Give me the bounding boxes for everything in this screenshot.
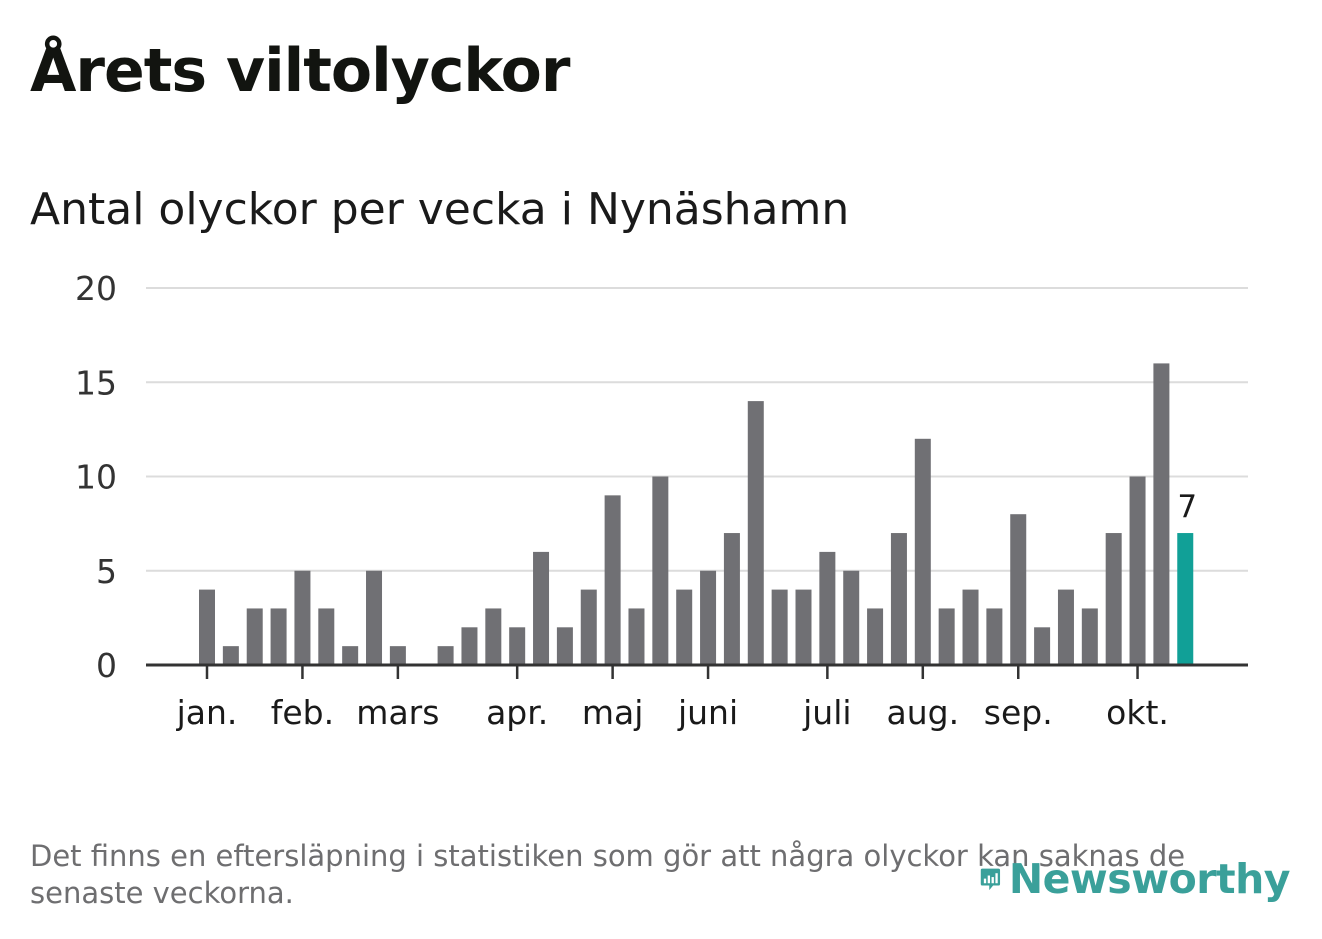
footnote: Det finns en eftersläpning i statistiken… — [30, 839, 1186, 910]
bar — [342, 646, 359, 665]
x-tick-label: maj — [582, 693, 644, 732]
bar — [1034, 627, 1051, 665]
bar — [843, 570, 860, 665]
x-tick-label: apr. — [486, 693, 548, 732]
bar — [795, 589, 812, 665]
bar — [461, 627, 478, 665]
bar-chart: 0 5 10 15 20 jan. feb. mars apr. maj juni juli aug.… — [75, 269, 1248, 732]
bar — [366, 570, 383, 665]
x-tick-label: sep. — [984, 693, 1053, 732]
data-label: 7 — [1177, 489, 1197, 525]
bar — [986, 608, 1003, 665]
bar — [389, 646, 406, 665]
y-axis: 0 5 10 15 20 — [75, 269, 117, 685]
bars — [199, 363, 1194, 665]
data-labels: 7 — [1177, 489, 1197, 525]
bar — [509, 627, 526, 665]
bar — [604, 495, 621, 665]
newsworthy-logo: Newsworthy — [980, 846, 1291, 912]
bar — [867, 608, 884, 665]
x-tick-label: juni — [677, 693, 738, 732]
bar — [938, 608, 955, 665]
bar — [294, 570, 311, 665]
bar — [437, 646, 454, 665]
x-tick-label: aug. — [887, 693, 960, 732]
bar — [628, 608, 645, 665]
bar — [1153, 363, 1170, 665]
bar — [199, 589, 215, 665]
y-tick-label: 5 — [96, 552, 117, 591]
x-tick-label: juli — [802, 693, 851, 732]
bar — [485, 608, 502, 665]
bar — [222, 646, 239, 665]
bar — [700, 570, 717, 665]
bar — [1129, 476, 1146, 665]
bar — [556, 627, 573, 665]
y-tick-label: 15 — [75, 363, 117, 402]
bar — [652, 476, 669, 665]
bar — [1105, 533, 1122, 665]
bar — [676, 589, 693, 665]
newsworthy-logo-text: Newsworthy — [1008, 855, 1291, 903]
bar — [914, 438, 931, 665]
bar — [1010, 514, 1027, 665]
y-tick-label: 0 — [96, 646, 117, 685]
x-tick-label: mars — [356, 693, 439, 732]
bar-highlight — [1177, 533, 1194, 665]
bar — [270, 608, 287, 665]
newsworthy-logo-icon — [980, 868, 1001, 891]
x-tick-label: feb. — [271, 693, 334, 732]
chart-subtitle: Antal olyckor per vecka i Nynäshamn — [30, 184, 850, 235]
bar — [246, 608, 263, 665]
bar — [962, 589, 979, 665]
x-axis: jan. feb. mars apr. maj juni juli aug. sep. okt. — [146, 663, 1248, 732]
x-tick-label: okt. — [1106, 693, 1169, 732]
grid-lines — [146, 287, 1248, 572]
x-tick-label: jan. — [176, 693, 238, 732]
bar — [1057, 589, 1074, 665]
bar — [771, 589, 788, 665]
bar — [318, 608, 335, 665]
bar — [819, 551, 836, 665]
bar — [723, 533, 740, 665]
bar — [580, 589, 597, 665]
y-tick-label: 20 — [75, 269, 117, 308]
bar — [533, 551, 550, 665]
chart-title: Årets viltolyckor — [30, 36, 570, 106]
y-tick-label: 10 — [75, 458, 117, 497]
bar — [890, 533, 907, 665]
bar — [1081, 608, 1098, 665]
bar — [747, 401, 764, 665]
